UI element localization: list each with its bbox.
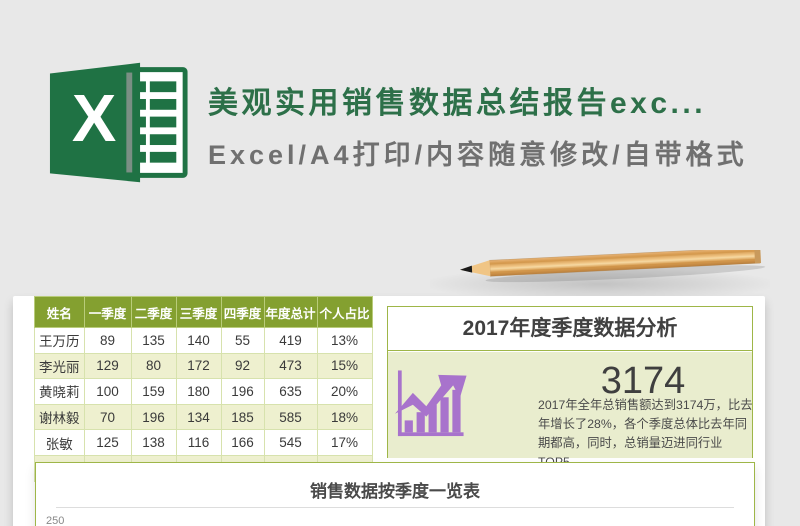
svg-text:X: X [72,82,116,156]
